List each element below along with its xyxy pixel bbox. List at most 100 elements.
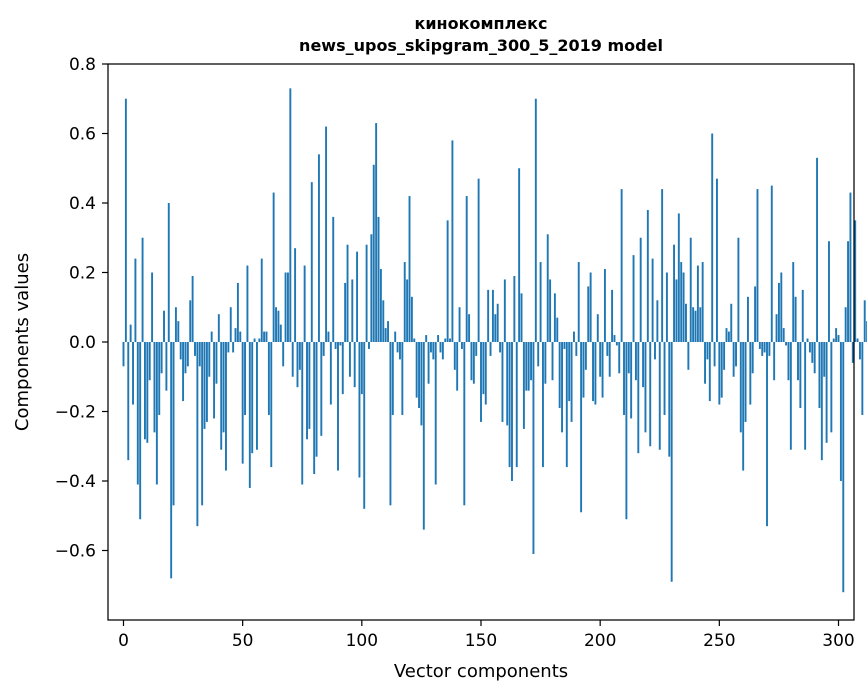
bar-80	[313, 342, 316, 475]
bar-141	[458, 307, 461, 342]
bar-122	[413, 338, 416, 342]
bar-9	[143, 342, 146, 440]
bar-223	[654, 342, 656, 360]
bar-93	[344, 282, 347, 342]
x-tick-label: 300	[822, 631, 854, 651]
bar-163	[511, 342, 513, 481]
bar-234	[680, 262, 683, 342]
bar-169	[525, 342, 528, 391]
bar-268	[761, 342, 764, 356]
bar-171	[530, 342, 533, 381]
bar-288	[808, 342, 811, 353]
bar-222	[651, 258, 654, 342]
bar-259	[739, 342, 742, 433]
bar-33	[201, 342, 204, 506]
bar-243	[701, 262, 704, 342]
x-axis-label: Vector components	[394, 661, 568, 682]
bar-102	[365, 244, 368, 342]
bar-298	[832, 338, 835, 342]
bar-138	[451, 140, 454, 342]
bar-114	[394, 331, 397, 342]
bar-235	[682, 272, 685, 342]
bar-2	[127, 342, 130, 461]
bar-26	[184, 342, 187, 374]
y-tick-label: 0.6	[69, 125, 96, 145]
bar-284	[799, 342, 802, 409]
bar-133	[439, 342, 442, 353]
bar-29	[191, 275, 194, 342]
bar-205	[611, 289, 614, 343]
bar-135	[444, 338, 447, 342]
bar-191	[577, 262, 580, 342]
bar-184	[561, 342, 563, 433]
bar-211	[625, 342, 628, 520]
bar-310	[861, 342, 864, 415]
bar-174	[537, 342, 540, 367]
bar-263	[749, 342, 752, 405]
bar-258	[737, 237, 740, 342]
bar-86	[327, 331, 330, 342]
bar-67	[282, 342, 285, 367]
bar-87	[329, 342, 332, 405]
bar-126	[422, 342, 425, 530]
bar-270	[766, 342, 768, 527]
bar-66	[279, 324, 282, 343]
bar-176	[542, 342, 544, 468]
bar-167	[520, 293, 523, 342]
bar-1	[124, 98, 127, 342]
x-tick-label: 200	[584, 631, 616, 651]
bar-20	[170, 342, 173, 579]
bar-236	[685, 303, 687, 342]
bar-73	[296, 342, 299, 388]
x-tick-label: 250	[703, 631, 735, 651]
bar-96	[351, 279, 354, 342]
bar-218	[642, 342, 645, 388]
bar-41	[220, 342, 223, 450]
bar-230	[670, 342, 673, 582]
bar-151	[482, 342, 485, 395]
bar-229	[668, 342, 671, 457]
bar-254	[727, 331, 730, 342]
bar-224	[656, 300, 659, 342]
bar-188	[570, 342, 573, 422]
bar-76	[303, 265, 306, 342]
bar-77	[306, 342, 308, 440]
bar-289	[811, 342, 814, 363]
bar-200	[599, 342, 602, 377]
bar-34	[203, 342, 206, 429]
bar-92	[341, 342, 344, 395]
bar-31	[196, 342, 199, 527]
bar-109	[382, 300, 385, 342]
bar-74	[298, 342, 301, 370]
bar-8	[141, 237, 144, 342]
bar-48	[236, 282, 239, 342]
bar-116	[399, 342, 401, 360]
bar-277	[782, 328, 785, 342]
bar-157	[496, 303, 499, 342]
bar-256	[732, 342, 735, 377]
bar-82	[317, 154, 320, 342]
bar-51	[244, 342, 246, 415]
bar-7	[139, 342, 142, 520]
chart-title-line1: кинокомплекс	[414, 14, 547, 33]
bar-178	[546, 234, 549, 342]
bar-38	[213, 342, 216, 419]
bar-52	[246, 265, 249, 342]
bar-179	[549, 279, 552, 342]
bar-140	[456, 342, 459, 391]
bar-246	[708, 342, 711, 402]
bar-62	[270, 342, 273, 468]
bar-16	[160, 342, 163, 374]
bar-123	[415, 342, 418, 398]
bar-208	[618, 342, 621, 374]
bar-160	[503, 279, 506, 342]
bar-104	[370, 234, 373, 342]
bar-239	[692, 307, 695, 342]
bar-285	[801, 289, 804, 343]
bar-195	[587, 286, 590, 342]
bar-15	[158, 342, 161, 415]
bar-260	[742, 342, 745, 471]
bar-153	[487, 289, 490, 343]
bar-269	[763, 342, 766, 353]
